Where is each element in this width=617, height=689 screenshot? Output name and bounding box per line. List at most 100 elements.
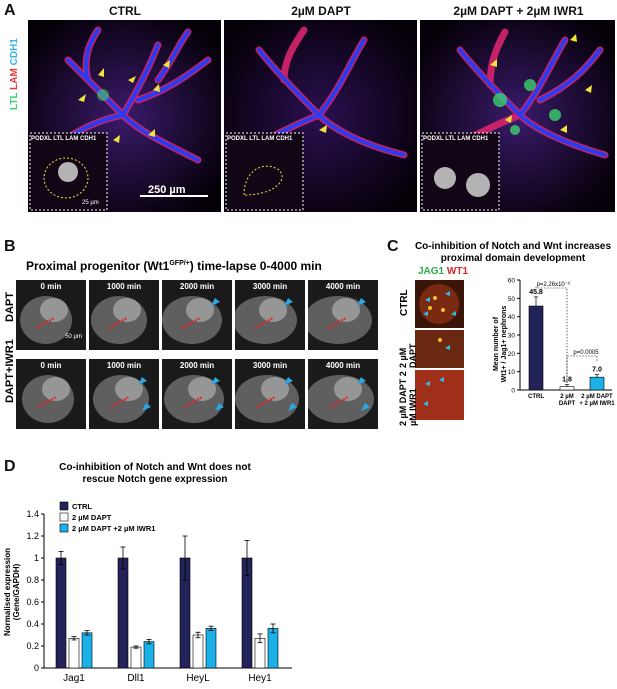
legend-label: 2 µM DAPT bbox=[72, 513, 112, 522]
tissue-highlight bbox=[115, 377, 143, 401]
panel-c-row-label-dapt-iwr1: 2 µM DAPT 2 µM IWR1 bbox=[398, 371, 418, 426]
x-tick-label: DAPT bbox=[559, 401, 576, 407]
panel-a-letter: A bbox=[4, 2, 16, 19]
blue-arrowhead bbox=[211, 298, 220, 306]
y-tick-label: 0 bbox=[511, 388, 515, 395]
bar bbox=[130, 646, 142, 669]
panel-c-image-ctrl bbox=[415, 280, 464, 328]
blue-arrowhead bbox=[361, 403, 370, 411]
panel-d-title-line2: rescue Notch gene expression bbox=[82, 474, 228, 485]
y-tick-label: 0.2 bbox=[26, 641, 39, 651]
legend-label: CTRL bbox=[72, 502, 92, 511]
panel-a-inset-label-ctrl: PODXL LTL LAM CDH1 bbox=[31, 136, 97, 142]
x-tick-label: HeyL bbox=[186, 673, 210, 684]
timelapse-frame: 1000 min bbox=[89, 359, 159, 429]
red-dashed-marker bbox=[110, 396, 130, 408]
y-tick-label: 20 bbox=[508, 351, 516, 358]
panel-c-row-label-dapt: 2 µM DAPT bbox=[398, 343, 418, 369]
timelapse-frame: 2000 min bbox=[162, 280, 232, 350]
panel-a-stain-label: LTL LAM CDH1 bbox=[9, 38, 20, 110]
y-axis-label-line2: Wt1+ / Jag1+ nephrons bbox=[501, 306, 508, 383]
blue-arrowhead bbox=[142, 403, 151, 411]
bar bbox=[68, 638, 80, 669]
y-tick-label: 1.4 bbox=[26, 509, 39, 519]
timelapse-frame: 4000 min bbox=[308, 359, 378, 429]
panel-b-row-label-dapt-iwr1: DAPT+IWR1 bbox=[4, 339, 16, 403]
panel-a-image-dapt-iwr1 bbox=[420, 20, 615, 212]
timelapse-frame-image bbox=[235, 296, 297, 344]
significance-bracket bbox=[535, 286, 568, 383]
red-dashed-marker bbox=[37, 396, 57, 408]
tissue-highlight bbox=[188, 377, 216, 401]
bar bbox=[117, 557, 129, 669]
tissue-highlight bbox=[186, 298, 214, 322]
timelapse-frame-image bbox=[164, 375, 224, 423]
bar-value-label: 45.8 bbox=[529, 289, 543, 296]
p-value-label: p=0.0005 bbox=[573, 350, 599, 356]
panel-d-letter: D bbox=[4, 458, 16, 475]
bar-value-label: 7.0 bbox=[592, 366, 602, 373]
panel-a-image-dapt bbox=[224, 20, 417, 212]
panel-c-image-dapt bbox=[415, 330, 464, 368]
blue-arrowhead bbox=[288, 403, 297, 411]
y-axis-label-line2: (Gene/GAPDH) bbox=[12, 563, 21, 620]
y-tick-label: 0.8 bbox=[26, 575, 39, 585]
red-dashed-marker bbox=[35, 317, 55, 329]
blue-arrowhead bbox=[284, 298, 293, 306]
timelapse-frame: 4000 min bbox=[308, 280, 378, 350]
blue-arrowhead bbox=[357, 298, 366, 306]
bar bbox=[81, 632, 93, 669]
y-axis-label-line1: Mean number of bbox=[493, 316, 500, 371]
panel-b-title: Proximal progenitor (Wt1GFP/+) time-laps… bbox=[26, 259, 322, 273]
blue-arrowhead bbox=[284, 377, 293, 385]
panel-c-title-line2: proximal domain development bbox=[440, 253, 586, 264]
timelapse-frame: 3000 min bbox=[235, 280, 305, 350]
timelapse-time-label: 0 min bbox=[40, 282, 62, 291]
timelapse-frame: 2000 min bbox=[162, 359, 232, 429]
panel-a-scale-bar-label: 250 µm bbox=[148, 184, 186, 196]
panel-a-inset-scale: 25 µm bbox=[82, 200, 99, 206]
timelapse-frame: 1000 min bbox=[89, 280, 159, 350]
timelapse-scale-label: 50 µm bbox=[65, 334, 82, 340]
panel-a-title-dapt-iwr1: 2µM DAPT + 2µM IWR1 bbox=[453, 4, 584, 18]
timelapse-frame: 0 min 50 µm bbox=[16, 280, 86, 350]
y-tick-label: 40 bbox=[508, 314, 516, 321]
timelapse-time-label: 3000 min bbox=[252, 282, 288, 291]
x-tick-label: Jag1 bbox=[63, 673, 85, 684]
y-axis-label-line1: Normalised expression bbox=[3, 548, 12, 636]
bar bbox=[55, 557, 67, 669]
bar bbox=[205, 628, 217, 669]
timelapse-frame-image bbox=[20, 296, 72, 344]
timelapse-frame-image bbox=[235, 375, 299, 423]
legend-swatch bbox=[59, 501, 69, 511]
timelapse-time-label: 1000 min bbox=[106, 282, 142, 291]
y-tick-label: 50 bbox=[508, 296, 516, 303]
legend-label: 2 µM DAPT +2 µM IWR1 bbox=[72, 524, 155, 533]
panel-d-chart: 0 0.2 0.4 0.6 0.8 1 1.2 1.4 Normalised expressio… bbox=[3, 501, 292, 684]
blue-arrowhead bbox=[215, 403, 224, 411]
y-tick-label: 1 bbox=[34, 553, 39, 563]
timelapse-frame-image bbox=[308, 375, 374, 423]
timelapse-time-label: 3000 min bbox=[252, 361, 288, 370]
y-tick-label: 30 bbox=[508, 333, 516, 340]
tissue-highlight bbox=[40, 298, 68, 322]
timelapse-time-label: 4000 min bbox=[325, 361, 361, 370]
panel-a-title-ctrl: CTRL bbox=[109, 4, 141, 18]
timelapse-frame-image bbox=[93, 375, 151, 423]
red-dashed-marker bbox=[254, 317, 274, 329]
timelapse-time-label: 2000 min bbox=[179, 282, 215, 291]
panel-d-title: Co-inhibition of Notch and Wnt does not … bbox=[20, 462, 290, 486]
timelapse-frame-image bbox=[22, 375, 74, 423]
timelapse-frame-image bbox=[308, 296, 372, 344]
y-tick-label: 0.6 bbox=[26, 597, 39, 607]
tissue-highlight bbox=[332, 298, 360, 322]
panel-a-inset-label-dapt: PODXL LTL LAM CDH1 bbox=[227, 136, 293, 142]
legend-swatch bbox=[59, 523, 69, 533]
bar bbox=[589, 376, 605, 391]
legend-swatch bbox=[59, 512, 69, 522]
panel-c-title-line1: Co-inhibition of Notch and Wnt increases bbox=[414, 241, 612, 252]
panel-c-stain-label: JAG1 WT1 bbox=[418, 266, 469, 277]
timelapse-time-label: 4000 min bbox=[325, 282, 361, 291]
panel-b-letter: B bbox=[4, 238, 16, 255]
bar bbox=[192, 634, 204, 669]
